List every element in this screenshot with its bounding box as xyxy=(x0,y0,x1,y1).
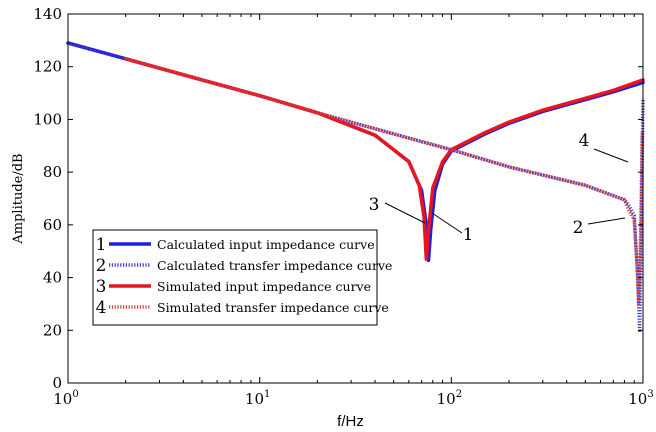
series-line-1 xyxy=(66,41,645,263)
y-tick-label: 100 xyxy=(33,110,62,128)
x-tick-label: 101 xyxy=(245,389,270,408)
callout-leader-4 xyxy=(593,148,629,163)
callout-leader-2 xyxy=(587,217,626,225)
y-tick-label: 60 xyxy=(43,216,62,234)
legend-label-2: Calculated transfer impedance curve xyxy=(157,258,392,273)
x-tick-label: 100 xyxy=(53,389,78,408)
callout-label-2: 2 xyxy=(573,218,584,238)
annotations-layer: 1 2 3 4 xyxy=(369,131,629,245)
legend-label-3: Simulated input impedance curve xyxy=(157,279,371,294)
callout-leader-3 xyxy=(384,202,426,224)
series-line-3 xyxy=(123,57,645,261)
callout-label-3: 3 xyxy=(369,195,380,215)
legend-marker-4: 4 xyxy=(96,298,107,318)
callout-label-4: 4 xyxy=(579,131,590,151)
legend-marker-2: 2 xyxy=(96,256,107,276)
x-tick-label: 102 xyxy=(437,389,462,408)
y-tick-label: 80 xyxy=(43,163,62,181)
legend-box xyxy=(92,229,378,326)
x-tick-label: 103 xyxy=(628,389,653,408)
series-line-4 xyxy=(125,57,644,306)
legend-marker-1: 1 xyxy=(96,235,107,255)
y-tick-label: 40 xyxy=(43,269,62,287)
y-tick-label: 140 xyxy=(33,5,62,23)
series-layer xyxy=(66,41,645,333)
axes-layer: 0 20 40 60 80 100 120 140 100 101 102 103 f/Hz Amplit… xyxy=(11,5,654,430)
y-tick-label: 0 xyxy=(52,374,62,392)
x-axis-label: f/Hz xyxy=(337,413,364,430)
callout-label-1: 1 xyxy=(463,225,474,245)
callout-leader-1 xyxy=(431,212,463,234)
legend: 1 Calculated input impedance curve 2 Calcul… xyxy=(92,229,392,326)
y-tick-label: 120 xyxy=(33,58,62,76)
legend-label-1: Calculated input impedance curve xyxy=(157,237,375,252)
y-tick-label: 20 xyxy=(43,321,62,339)
legend-label-4: Simulated transfer impedance curve xyxy=(157,300,389,315)
plot-frame xyxy=(67,13,644,384)
y-axis-label: Amplitude/dB xyxy=(11,153,26,244)
legend-marker-3: 3 xyxy=(96,277,107,297)
